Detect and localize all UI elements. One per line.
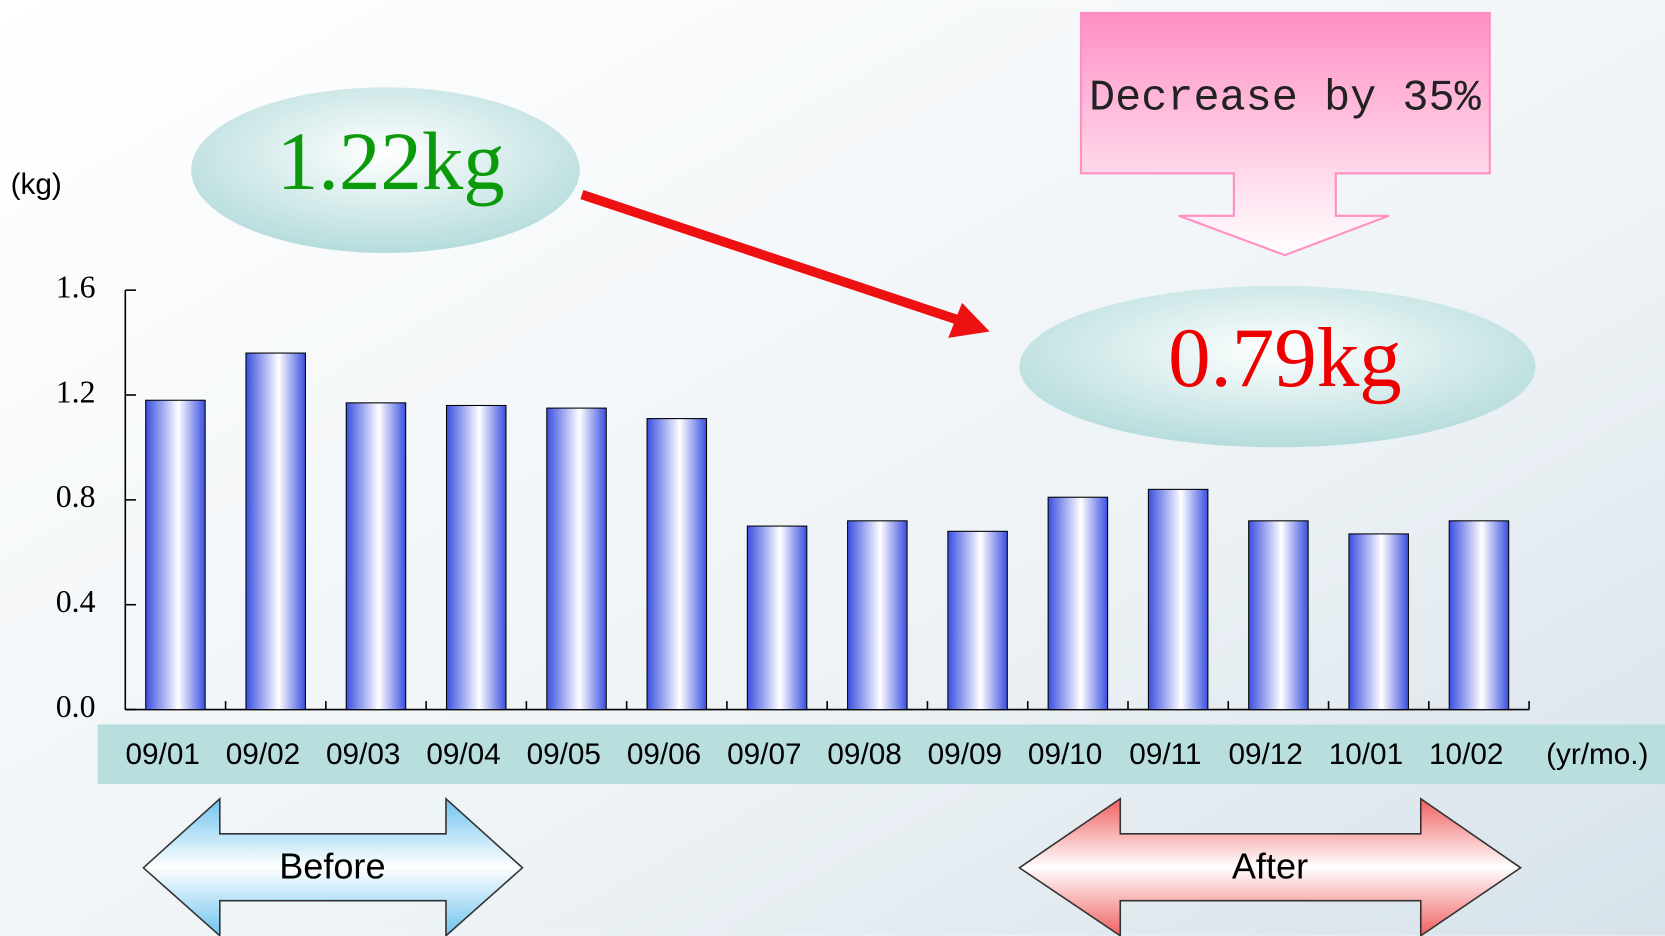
y-tick-label: 0.4 (56, 584, 96, 619)
before-arrow (142, 796, 524, 936)
bar (1448, 520, 1510, 711)
after-ellipse (1019, 285, 1536, 448)
x-tick-label: 09/06 (627, 738, 701, 771)
bar (345, 402, 407, 711)
y-tick-label: 1.2 (56, 374, 96, 409)
after-arrow (1017, 797, 1522, 936)
x-tick-label: 09/05 (527, 738, 601, 771)
bar (947, 530, 1008, 711)
before-value: 1.22kg (277, 115, 505, 207)
decrease-callout (1079, 11, 1491, 257)
x-tick-label: 09/08 (827, 738, 901, 771)
x-tick-label: 09/12 (1228, 738, 1302, 771)
y-tick-label: 0.8 (56, 479, 96, 514)
x-tick-label: 09/03 (326, 738, 400, 771)
x-tick-label: 09/11 (1129, 738, 1201, 771)
after-label: After (1232, 845, 1308, 886)
bar (646, 418, 708, 711)
bar (445, 404, 507, 711)
bar (145, 399, 206, 711)
x-tick-label: 09/07 (727, 738, 801, 771)
bar (546, 407, 607, 711)
bar (1147, 488, 1209, 711)
x-tick-label: 09/01 (126, 738, 200, 771)
bar (847, 520, 908, 711)
y-axis-label: (kg) (11, 168, 62, 201)
bar (746, 525, 808, 711)
trend-arrow (580, 190, 963, 326)
bar (245, 352, 306, 711)
x-axis-label: (yr/mo.) (1546, 738, 1648, 771)
x-tick-label: 09/04 (426, 738, 500, 771)
x-label-band (97, 724, 1665, 784)
decrease-text: Decrease by 35% (1089, 74, 1482, 123)
bar (1047, 496, 1109, 711)
y-tick-label: 0.0 (56, 689, 96, 724)
before-ellipse (191, 87, 580, 253)
y-tick-label: 1.6 (56, 269, 96, 304)
before-label: Before (279, 845, 385, 886)
bar (1248, 520, 1309, 711)
after-value: 0.79kg (1168, 311, 1402, 405)
x-tick-label: 09/10 (1028, 738, 1102, 771)
x-tick-label: 10/02 (1429, 738, 1503, 771)
x-tick-label: 09/09 (928, 738, 1002, 771)
x-tick-label: 10/01 (1329, 738, 1403, 771)
trend-arrow-head (948, 302, 990, 338)
bar (1348, 533, 1409, 711)
x-tick-label: 09/02 (226, 738, 300, 771)
